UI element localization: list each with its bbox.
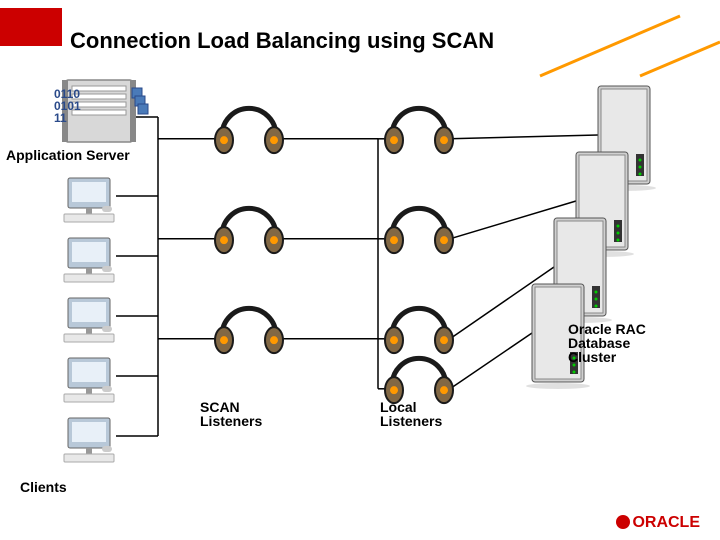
diagram-canvas: 0110010111Application ServerClientsSCANL… [0, 0, 720, 540]
svg-text:SCANListeners: SCANListeners [200, 399, 262, 429]
oracle-logo: ORACLE [616, 514, 700, 532]
svg-text:Clients: Clients [20, 479, 67, 495]
svg-text:Oracle RACDatabaseCluster: Oracle RACDatabaseCluster [568, 321, 646, 365]
svg-text:LocalListeners: LocalListeners [380, 399, 442, 429]
svg-text:Application Server: Application Server [6, 147, 130, 163]
